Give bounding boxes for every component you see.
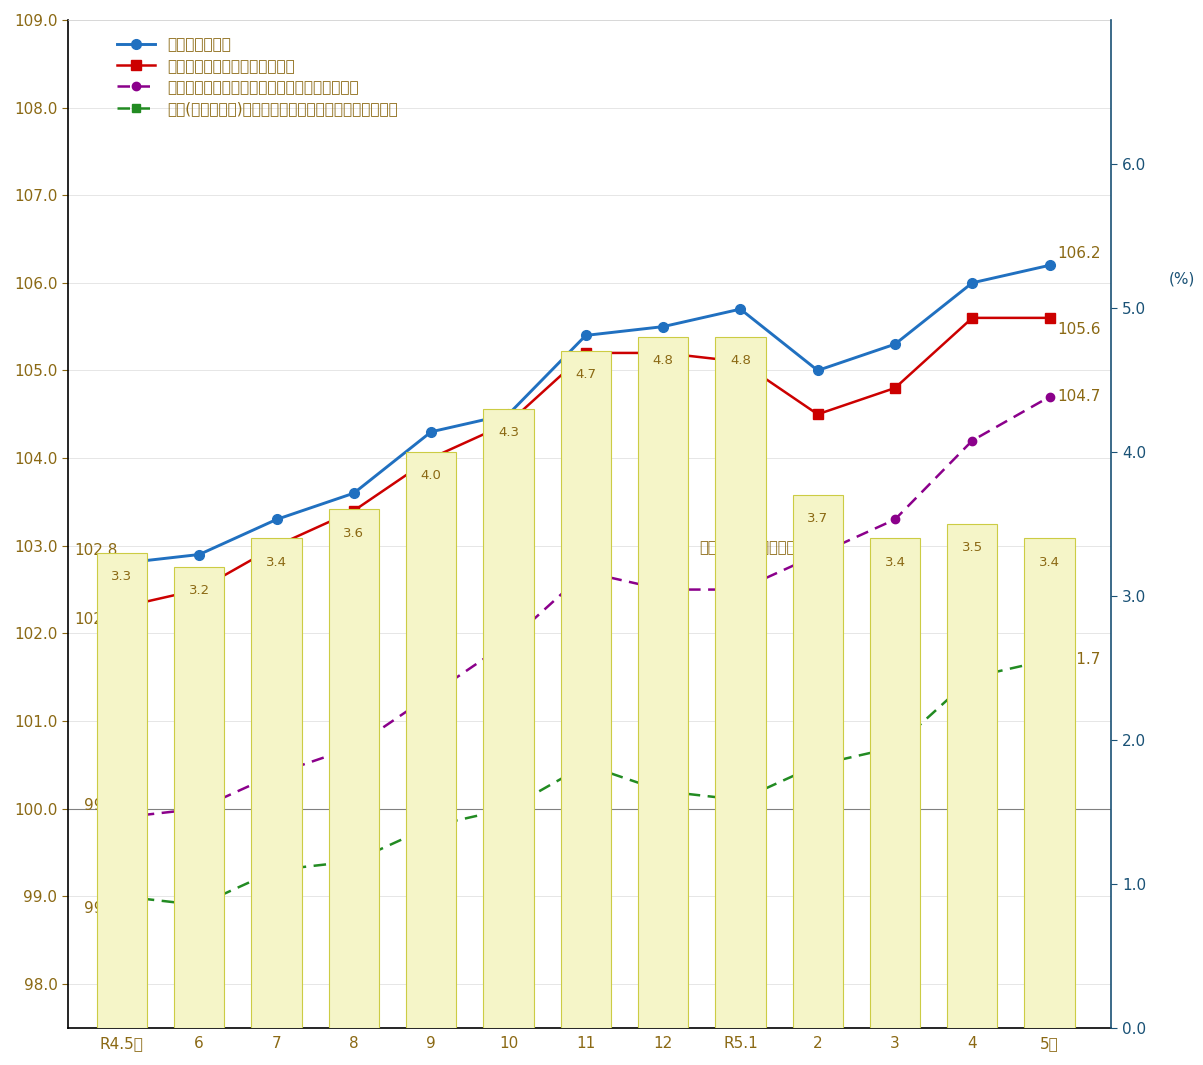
Text: 総合前年同月比（右目盛　%）: 総合前年同月比（右目盛 %） xyxy=(699,539,826,554)
Text: 3.4: 3.4 xyxy=(1039,556,1060,569)
Text: 3.2: 3.2 xyxy=(189,585,209,597)
Bar xyxy=(407,452,456,1028)
Bar xyxy=(870,538,920,1028)
Text: 3.3: 3.3 xyxy=(112,570,132,583)
Text: 4.8: 4.8 xyxy=(653,354,674,367)
Text: 101.7: 101.7 xyxy=(1057,652,1101,667)
Text: 99.0: 99.0 xyxy=(84,901,118,916)
Bar xyxy=(716,337,765,1028)
Bar xyxy=(638,337,688,1028)
Text: 4.0: 4.0 xyxy=(421,469,442,482)
Text: 105.6: 105.6 xyxy=(1057,323,1101,338)
Bar xyxy=(561,351,611,1028)
Text: 104.7: 104.7 xyxy=(1057,389,1101,405)
Text: 3.7: 3.7 xyxy=(807,512,828,525)
Text: 102.8: 102.8 xyxy=(75,543,118,558)
Bar xyxy=(1025,538,1074,1028)
Bar xyxy=(328,509,379,1028)
Text: 3.4: 3.4 xyxy=(884,556,906,569)
Text: 106.2: 106.2 xyxy=(1057,246,1101,261)
Text: (%): (%) xyxy=(1169,272,1196,286)
Text: 3.5: 3.5 xyxy=(961,541,983,554)
Bar xyxy=(174,567,224,1028)
Text: 3.4: 3.4 xyxy=(266,556,288,569)
Bar xyxy=(96,553,147,1028)
Bar xyxy=(793,495,843,1028)
Text: 3.6: 3.6 xyxy=(343,527,365,540)
Text: 99.9: 99.9 xyxy=(84,798,118,813)
Bar xyxy=(251,538,302,1028)
Bar xyxy=(947,524,997,1028)
Text: 4.8: 4.8 xyxy=(730,354,751,367)
Text: 4.3: 4.3 xyxy=(498,426,518,439)
Legend: 総合（左目盛）, 生鮮食品を除く総合（左目盛）, 生鮮食品及びエネルギーを除く総合（左目盛）, 食料(酒類を除く)及びエネルギーを除く総合（左目盛）: 総合（左目盛）, 生鮮食品を除く総合（左目盛）, 生鮮食品及びエネルギーを除く総… xyxy=(117,37,398,116)
Bar xyxy=(484,409,534,1028)
Text: 102.3: 102.3 xyxy=(75,612,118,627)
Text: 4.7: 4.7 xyxy=(575,368,597,381)
